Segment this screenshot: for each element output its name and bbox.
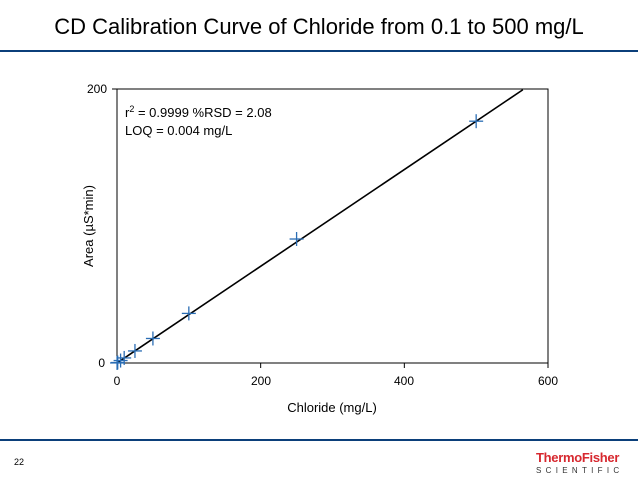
- loq-annotation: LOQ = 0.004 mg/L: [125, 123, 232, 138]
- y-tick-label-0: 0: [98, 356, 105, 370]
- data-point-7: [289, 232, 304, 247]
- logo-subtitle: SCIENTIFIC: [536, 466, 624, 475]
- data-point-4: [127, 343, 142, 358]
- x-tick-label-1: 200: [251, 374, 271, 388]
- data-point-5: [145, 331, 160, 346]
- r-squared-sup: 2: [129, 104, 134, 114]
- page-number: 22: [14, 457, 25, 467]
- data-point-6: [181, 306, 196, 321]
- calibration-chart: 0 200 400 600 0 200 Chloride (mg/L) Area…: [81, 82, 558, 415]
- logo-wordmark: ThermoFisher: [536, 450, 620, 465]
- data-points: [110, 114, 484, 370]
- footer-divider: [0, 439, 638, 441]
- y-axis-title: Area (µS*min): [81, 185, 96, 267]
- slide-title: CD Calibration Curve of Chloride from 0.…: [54, 14, 584, 39]
- data-point-2: [113, 353, 128, 368]
- x-axis-title: Chloride (mg/L): [287, 400, 377, 415]
- r-squared-rest: = 0.9999 %RSD = 2.08: [134, 105, 271, 120]
- plot-frame: [116, 88, 549, 364]
- fit-line: [116, 89, 524, 364]
- r-squared-annotation: r2 = 0.9999 %RSD = 2.08: [125, 104, 272, 120]
- r-squared-base: r: [125, 105, 130, 120]
- x-tick-label-3: 600: [538, 374, 558, 388]
- x-tick-label-0: 0: [114, 374, 121, 388]
- data-point-3: [117, 350, 132, 365]
- x-tick-label-2: 400: [394, 374, 414, 388]
- title-divider: [0, 50, 638, 52]
- data-point-8: [469, 114, 484, 129]
- thermo-fisher-logo: ThermoFisher SCIENTIFIC: [536, 451, 626, 476]
- y-tick-label-1: 200: [87, 82, 107, 96]
